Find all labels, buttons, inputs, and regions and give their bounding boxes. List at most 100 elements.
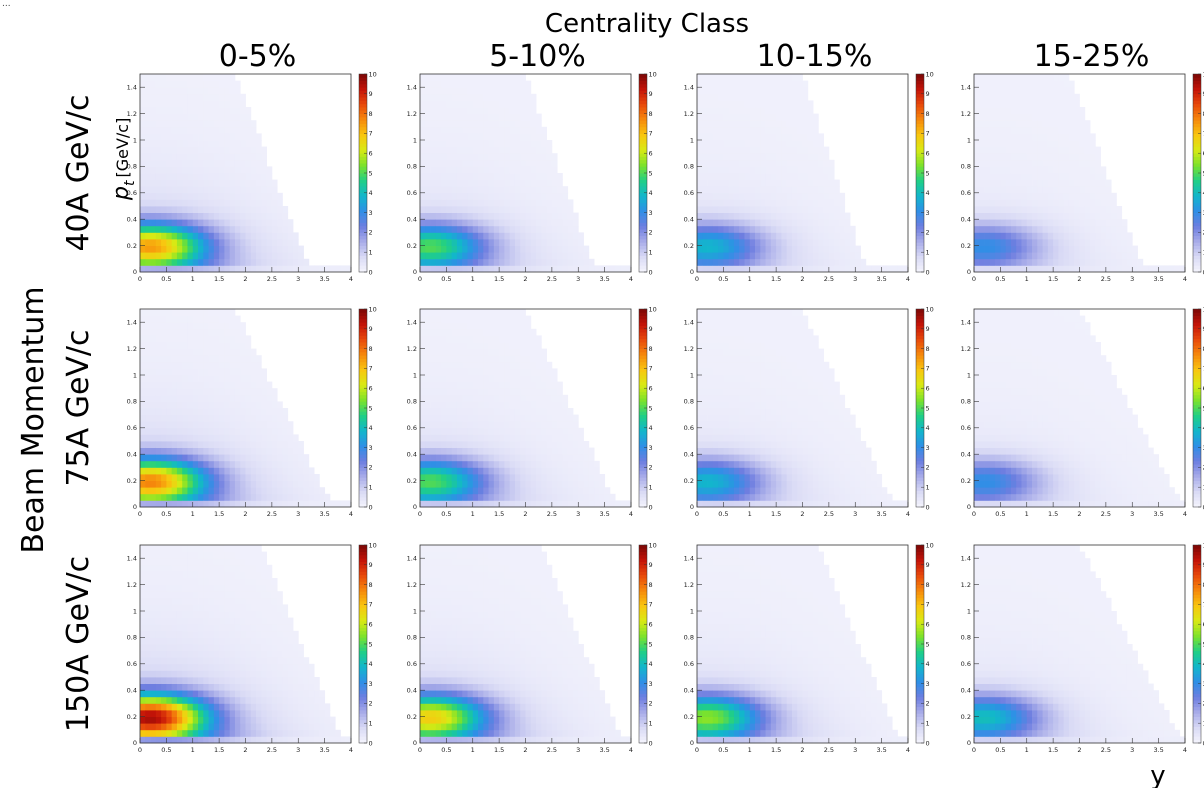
heatmap-cell (733, 219, 740, 227)
heatmap-cell (425, 225, 431, 233)
heatmap-cell (213, 480, 220, 488)
heatmap-cell (425, 133, 431, 141)
heatmap-cell (1074, 113, 1080, 121)
heatmap-cell (770, 120, 777, 128)
x-tick-label: 4 (629, 275, 633, 283)
heatmap-cell (451, 474, 458, 481)
heatmap-cell (776, 93, 782, 101)
heatmap-cell (723, 258, 730, 266)
heatmap-cell (567, 206, 574, 213)
color-bar-step (639, 107, 647, 111)
heatmap-cell (198, 328, 204, 336)
color-bar-step (639, 232, 647, 237)
heatmap-cell (182, 74, 188, 81)
heatmap-cell (813, 179, 819, 187)
heatmap-cell (1000, 212, 1007, 220)
heatmap-cell (1063, 159, 1070, 167)
heatmap-cell (245, 179, 252, 187)
heatmap-cell (472, 467, 479, 475)
heatmap-cell (145, 252, 151, 260)
heatmap-cell (1063, 74, 1070, 81)
color-bar-step (359, 322, 367, 326)
color-bar-step (359, 239, 367, 243)
heatmap-cell (441, 159, 447, 167)
heatmap-cell (208, 232, 215, 240)
heatmap-cell (728, 146, 735, 154)
heatmap-cell (834, 258, 840, 266)
heatmap-cell (520, 219, 526, 227)
y-axis-title: pt[GeV/c] (109, 118, 138, 201)
heatmap-cell (733, 120, 740, 128)
heatmap-cell (234, 394, 241, 402)
color-bar-step (639, 143, 647, 147)
heatmap-cell (1026, 153, 1033, 161)
heatmap-cell (203, 447, 209, 455)
heatmap-cell (420, 265, 426, 273)
color-bar-step (639, 192, 647, 197)
heatmap-cell (723, 87, 730, 95)
heatmap-cell (1063, 199, 1070, 207)
color-bar-step (1193, 146, 1201, 151)
heatmap-cell (203, 219, 209, 227)
heatmap-cell (245, 126, 252, 134)
heatmap-cell (1111, 265, 1117, 273)
heatmap-cell (1116, 239, 1123, 246)
heatmap-cell (478, 126, 484, 134)
heatmap-cell (467, 368, 474, 376)
heatmap-cell (435, 80, 442, 88)
heatmap-cell (520, 93, 526, 101)
heatmap-cell (1095, 252, 1102, 260)
color-bar-step (639, 229, 647, 233)
heatmap-cell (140, 401, 146, 409)
heatmap-cell (240, 126, 246, 134)
heatmap-cell (1021, 265, 1028, 273)
heatmap-cell (697, 100, 703, 108)
heatmap-cell (802, 133, 809, 141)
heatmap-cell (1058, 126, 1065, 134)
heatmap-cell (240, 355, 246, 363)
heatmap-cell (213, 328, 220, 336)
y-tick-label: 0.4 (407, 216, 417, 224)
heatmap-cell (282, 245, 289, 253)
heatmap-cell (718, 140, 724, 147)
color-bar-step (639, 146, 647, 151)
heatmap-cell (1084, 133, 1091, 141)
heatmap-cell (702, 265, 708, 273)
heatmap-cell (493, 146, 500, 154)
heatmap-cell (1063, 206, 1070, 213)
heatmap-cell (514, 87, 521, 95)
heatmap-cell (150, 146, 157, 154)
heatmap-cell (462, 421, 468, 429)
heatmap-cell (213, 460, 220, 468)
heatmap-cell (219, 252, 225, 260)
heatmap-cell (187, 245, 194, 253)
heatmap-cell (1016, 107, 1022, 114)
heatmap-cell (791, 199, 798, 207)
color-bar-step (916, 258, 924, 263)
heatmap-cell (425, 441, 431, 448)
heatmap-cell (1026, 87, 1033, 95)
heatmap-cell (1121, 239, 1128, 246)
heatmap-cell (150, 348, 157, 356)
heatmap-cell (161, 315, 167, 323)
heatmap-cell (1090, 232, 1096, 240)
heatmap-cell (1042, 186, 1049, 194)
heatmap-cell (546, 265, 553, 273)
heatmap-cell (441, 126, 447, 134)
heatmap-cell (234, 408, 241, 415)
heatmap-cell (551, 239, 558, 246)
heatmap-cell (441, 355, 447, 363)
heatmap-cell (441, 315, 447, 323)
heatmap-cell (1105, 179, 1112, 187)
heatmap-cell (493, 100, 500, 108)
heatmap-cell (250, 388, 257, 396)
heatmap-cell (1095, 146, 1102, 154)
heatmap-cell (303, 454, 310, 462)
heatmap-cell (786, 93, 793, 101)
heatmap-cell (171, 186, 178, 194)
heatmap-cell (145, 245, 151, 253)
heatmap-cell (744, 80, 751, 88)
heatmap-cell (557, 219, 563, 227)
heatmap-cell (1026, 206, 1033, 213)
